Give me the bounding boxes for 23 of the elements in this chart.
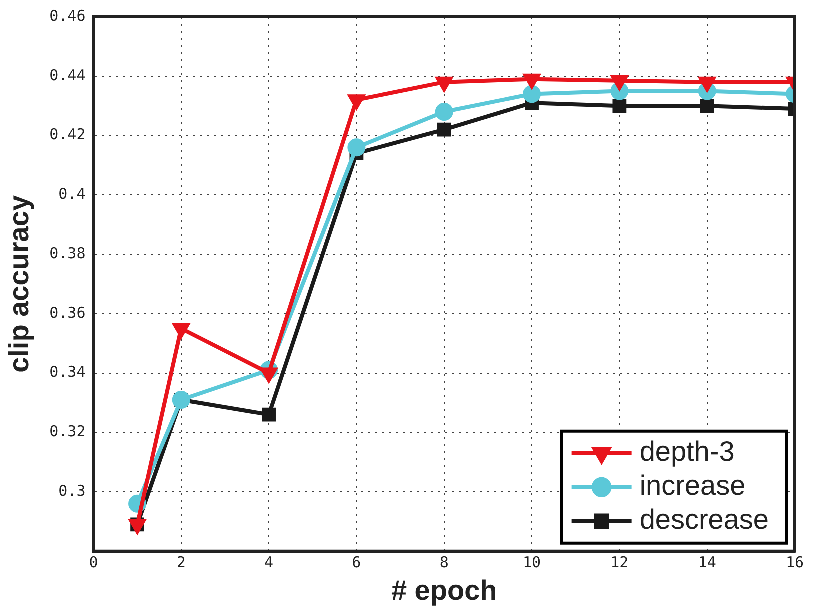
x-tick-label: 14 [698, 553, 716, 572]
x-axis-title: # epoch [391, 574, 498, 606]
x-tick-label: 8 [440, 553, 449, 572]
x-tick-label: 16 [786, 553, 804, 572]
legend-label: depth-3 [640, 436, 735, 468]
y-tick-label: 0.46 [50, 6, 86, 25]
x-tick-label: 2 [176, 553, 186, 572]
y-axis-title: clip accuracy [4, 195, 35, 373]
y-tick-label: 0.38 [50, 244, 86, 262]
y-tick-label: 0.4 [58, 185, 86, 204]
x-tick-label: 6 [352, 553, 362, 572]
x-tick-label: 4 [264, 553, 274, 572]
y-tick-label: 0.3 [58, 482, 86, 500]
legend-label: increase [640, 470, 746, 502]
y-tick-label: 0.34 [50, 363, 86, 382]
y-tick-label: 0.42 [50, 126, 86, 144]
x-tick-label: 12 [610, 553, 629, 572]
x-tick-label: 0 [89, 553, 98, 572]
y-tick-label: 0.44 [50, 66, 86, 84]
y-tick-label: 0.36 [50, 304, 86, 322]
y-tick-label: 0.32 [50, 422, 86, 441]
x-tick-label: 10 [522, 553, 542, 572]
legend-label: descrease [640, 504, 769, 536]
